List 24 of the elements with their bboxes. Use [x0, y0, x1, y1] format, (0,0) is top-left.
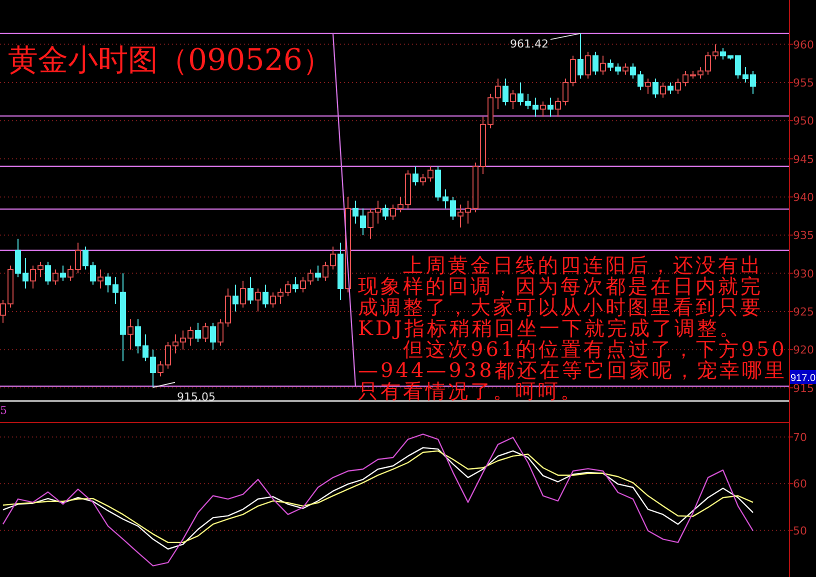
y-tick-label: 950 [793, 114, 814, 128]
y-tick-label: 50 [793, 524, 807, 538]
y-tick-label: 960 [793, 38, 814, 52]
annotation: —944—938都还在等它回家呢，宠幸哪里 [358, 358, 787, 382]
y-tick-label: 945 [793, 152, 814, 166]
annotation: KDJ指标稍稍回坐一下就完成了调整。 [358, 316, 742, 340]
y-tick-label: 915 [793, 382, 814, 395]
annotation: 只有看情况了。呵呵。 [358, 379, 583, 403]
y-tick-label: 70 [793, 430, 807, 444]
text: 917.0 [790, 373, 816, 384]
y-tick-label: 955 [793, 76, 814, 90]
text: 黄金小时图（090526） [8, 43, 333, 78]
y-tick-label: 920 [793, 344, 814, 357]
y-tick-label: 60 [793, 478, 807, 491]
annotation: 成调整了，大家可以从小时图里看到只要 [358, 295, 763, 319]
y-tick-label: 930 [793, 267, 814, 280]
y-tick-label: 935 [793, 229, 814, 242]
annotation: 961.42 [510, 37, 548, 50]
annotation: 现象样的回调，因为每次都是在日内就完 [358, 274, 763, 298]
annotation: 915.05 [177, 390, 216, 404]
y-tick-label: 925 [793, 305, 814, 318]
annotation: 上周黄金日线的四连阳后，还没有出 [358, 253, 763, 277]
text: 5 [0, 404, 7, 417]
y-tick-label: 940 [793, 190, 814, 204]
